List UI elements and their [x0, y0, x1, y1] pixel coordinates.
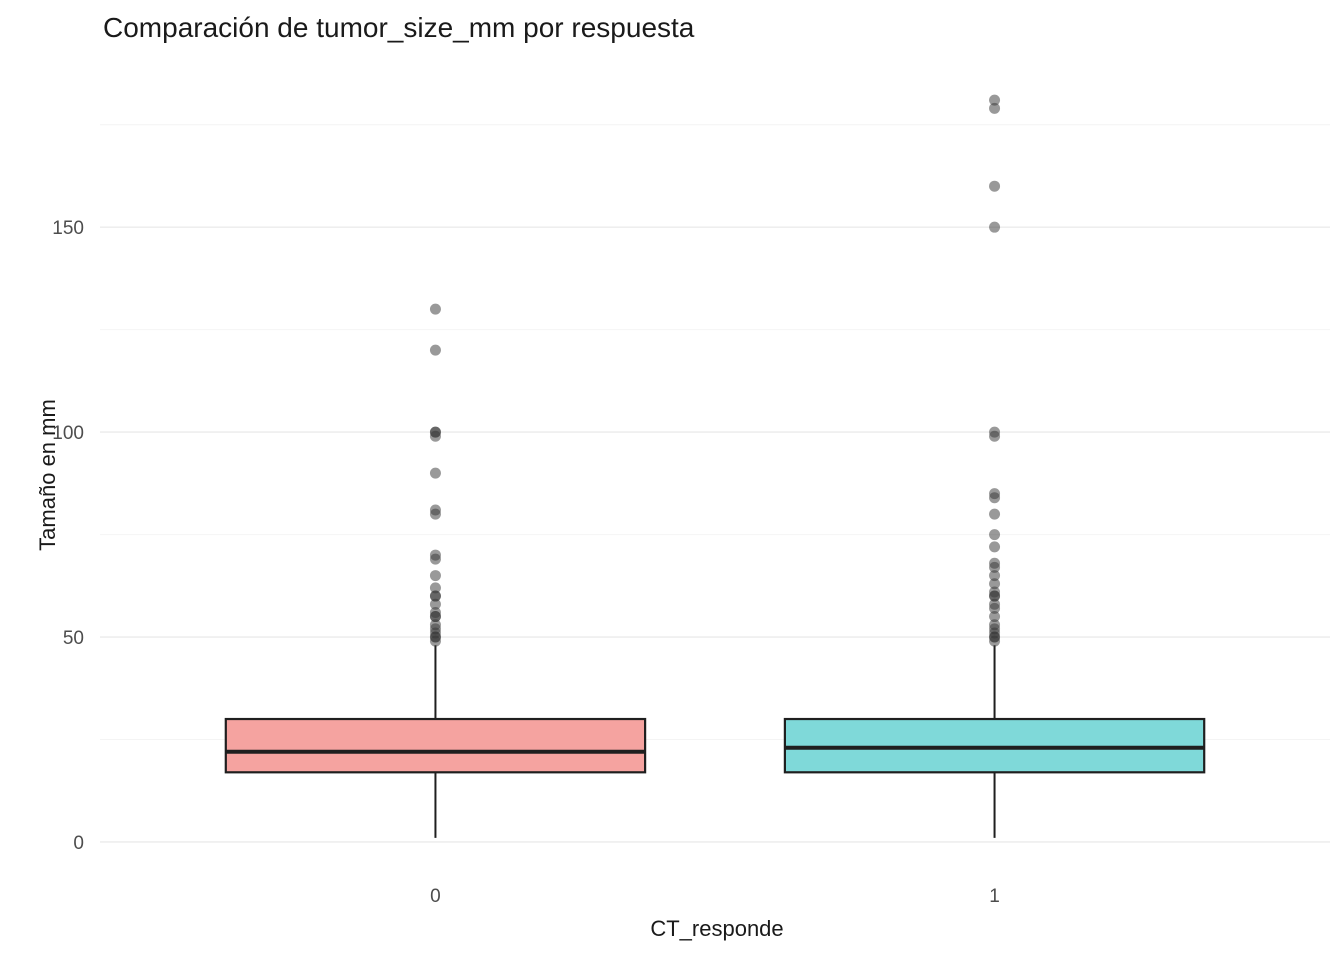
y-tick-label: 150 [52, 218, 84, 239]
outlier-point [989, 221, 1001, 233]
y-tick-label: 50 [63, 628, 84, 649]
box [224, 717, 647, 774]
outlier-point [989, 94, 1001, 106]
outlier-point [989, 598, 1001, 610]
box [783, 717, 1206, 774]
x-tick-label: 1 [989, 886, 1000, 907]
outlier-point [429, 426, 441, 438]
outlier-point [429, 504, 441, 516]
outlier-point [989, 529, 1001, 541]
outlier-point [989, 426, 1001, 438]
x-axis-label: CT_responde [650, 916, 784, 941]
y-tick-label: 100 [52, 423, 84, 444]
outlier-point [989, 586, 1001, 598]
outlier-point [429, 606, 441, 618]
outlier-point [429, 467, 441, 479]
y-tick-label: 0 [73, 833, 84, 854]
outlier-point [989, 557, 1001, 569]
outlier-point [989, 578, 1001, 590]
chart-title: Comparación de tumor_size_mm por respues… [103, 12, 695, 43]
outlier-point [989, 611, 1001, 623]
outlier-point [989, 102, 1001, 114]
outlier-point [989, 488, 1001, 500]
outlier-point [429, 590, 441, 602]
outlier-point [989, 541, 1001, 553]
outlier-point [989, 619, 1001, 631]
outlier-point [989, 180, 1001, 192]
outlier-point [989, 508, 1001, 520]
outlier-point [429, 598, 441, 610]
outlier-point [429, 582, 441, 594]
outlier-point [429, 570, 441, 582]
outlier-point [429, 619, 441, 631]
outlier-point [989, 570, 1001, 582]
outlier-point [429, 303, 441, 315]
x-tick-label: 0 [430, 886, 441, 907]
outlier-point [429, 344, 441, 356]
outlier-point [429, 549, 441, 561]
